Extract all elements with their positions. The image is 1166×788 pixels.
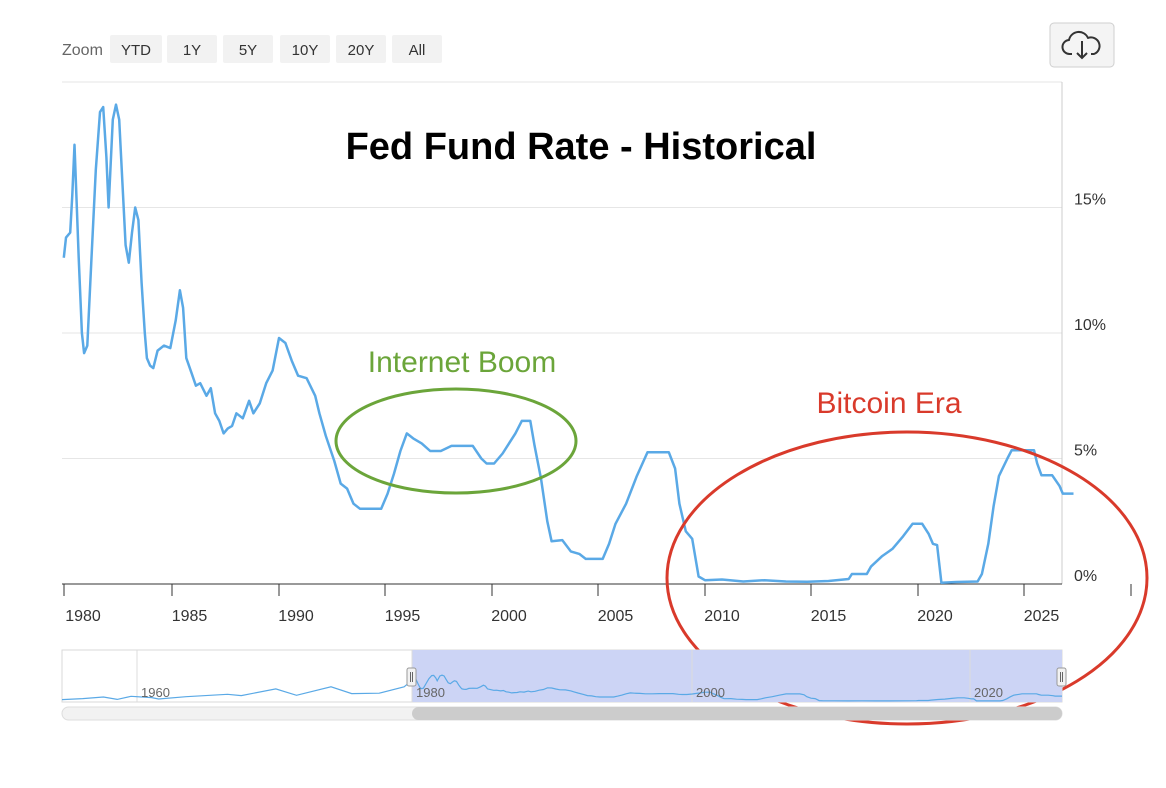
x-tick-label: 2025 (1024, 608, 1060, 625)
scrollbar-thumb[interactable] (412, 707, 1062, 720)
zoom-label: Zoom (62, 42, 103, 59)
x-tick-label: 1980 (65, 608, 101, 625)
zoom-button-group: YTD 1Y 5Y 10Y 20Y All (110, 35, 442, 63)
bitcoin-era-circle (665, 430, 1149, 726)
y-axis: 0% 5% 10% 15% (1074, 192, 1106, 586)
download-button[interactable] (1049, 22, 1115, 68)
x-tick-label: 1990 (278, 608, 314, 625)
grid-lines (62, 207, 1062, 459)
zoom-button-1y[interactable]: 1Y (167, 35, 217, 63)
y-tick-label: 0% (1074, 568, 1097, 585)
navigator-series-line (61, 674, 1062, 702)
x-tick-label: 1985 (172, 608, 208, 625)
y-tick-label: 15% (1074, 192, 1106, 209)
navigator-year-label: 2000 (696, 685, 725, 700)
zoom-button-ytd[interactable]: YTD (110, 35, 162, 63)
x-axis: 1980 1985 1990 1995 2000 2005 2010 2015 2020 2025 (63, 584, 1132, 625)
zoom-button-label: All (409, 42, 426, 59)
chart-title: Fed Fund Rate - Historical (346, 126, 817, 168)
zoom-button-all[interactable]: All (392, 35, 442, 63)
zoom-button-label: YTD (121, 42, 151, 59)
navigator-left-handle[interactable] (406, 667, 417, 687)
navigator-labels: 1960 1980 2000 2020 (141, 685, 1003, 700)
navigator-year-label: 1960 (141, 685, 170, 700)
internet-boom-circle (334, 387, 578, 495)
zoom-button-5y[interactable]: 5Y (223, 35, 273, 63)
zoom-button-20y[interactable]: 20Y (336, 35, 386, 63)
y-tick-label: 5% (1074, 443, 1097, 460)
x-tick-label: 2020 (917, 608, 953, 625)
x-tick-label: 2005 (598, 608, 634, 625)
zoom-button-label: 20Y (348, 42, 375, 59)
zoom-button-10y[interactable]: 10Y (280, 35, 330, 63)
navigator[interactable]: 1960 1980 2000 2020 (61, 649, 1067, 703)
navigator-year-label: 1980 (416, 685, 445, 700)
navigator-year-label: 2020 (974, 685, 1003, 700)
cloud-download-icon (1061, 30, 1101, 60)
x-tick-label: 2000 (491, 608, 527, 625)
navigator-right-handle[interactable] (1056, 667, 1067, 687)
zoom-button-label: 5Y (239, 42, 257, 59)
zoom-button-label: 1Y (183, 42, 201, 59)
bitcoin-era-label: Bitcoin Era (816, 387, 961, 420)
y-tick-label: 10% (1074, 317, 1106, 334)
fed-rate-series-line (62, 103, 1074, 584)
x-tick-label: 2010 (704, 608, 740, 625)
zoom-button-label: 10Y (292, 42, 319, 59)
scrollbar[interactable] (61, 706, 1063, 721)
x-tick-label: 2015 (811, 608, 847, 625)
internet-boom-label: Internet Boom (368, 346, 556, 379)
navigator-selected-range[interactable] (412, 650, 1062, 702)
x-tick-label: 1995 (385, 608, 421, 625)
